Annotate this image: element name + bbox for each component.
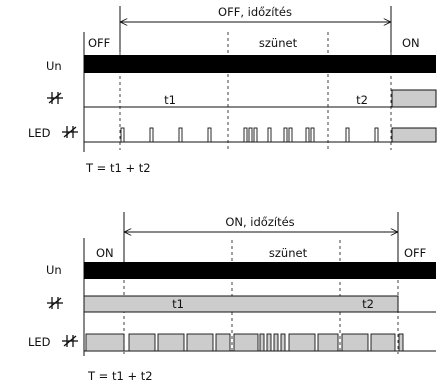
led-pulse [243, 127, 248, 143]
led-pulse [233, 333, 259, 352]
relay-contact-icon [61, 334, 79, 348]
led-pulses [120, 127, 379, 143]
led-pulse [259, 333, 265, 352]
relay-contact-icon [46, 296, 64, 310]
led-pulse [288, 333, 316, 352]
led-pulse [317, 333, 339, 352]
t1-label: t1 [164, 93, 176, 107]
diagram-off-timing: OFF, időzítés OFF szünet ON Un t1 t2 LED… [28, 5, 437, 175]
led-pulse [186, 333, 214, 352]
led-pulse [310, 127, 315, 143]
led-pulse [267, 127, 272, 143]
led-pulses [85, 333, 404, 352]
supply-bar [84, 55, 436, 73]
relay-contact-icon [61, 125, 79, 139]
diagram-on-timing: ON, időzítés ON szünet OFF Un t1 t2 LED … [28, 212, 436, 383]
span-label: OFF, időzítés [218, 5, 292, 19]
state-on-label: ON [402, 36, 420, 50]
led-pulse [345, 127, 350, 143]
row-un-label: Un [46, 263, 62, 277]
relay-on-bar [391, 89, 437, 108]
led-pulse [283, 127, 288, 143]
relay-on-bar [83, 295, 399, 313]
led-pulse [341, 333, 369, 352]
led-pulse [273, 333, 279, 352]
t2-label: t2 [356, 93, 368, 107]
row-led-label: LED [28, 126, 51, 140]
state-pause-label: szünet [269, 246, 308, 260]
led-pulse [374, 127, 379, 143]
row-un-label: Un [46, 59, 62, 73]
led-pulse [157, 333, 185, 352]
led-pulse [305, 127, 310, 143]
led-on-bar [391, 127, 437, 143]
led-pulse [178, 127, 183, 143]
led-pulse [266, 333, 272, 352]
led-pulse [128, 333, 156, 352]
led-pulse [149, 127, 154, 143]
t2-label: t2 [362, 297, 374, 311]
state-on-label: ON [96, 246, 114, 260]
led-pulse [85, 333, 125, 352]
led-pulse [370, 333, 396, 352]
led-pulse [120, 127, 125, 143]
led-pulse [207, 127, 212, 143]
led-pulse [280, 333, 286, 352]
state-off-label: OFF [404, 246, 426, 260]
led-pulse [288, 127, 293, 143]
state-off-label: OFF [88, 36, 110, 50]
formula: T = t1 + t2 [87, 369, 153, 383]
formula: T = t1 + t2 [85, 161, 151, 175]
span-label: ON, időzítés [225, 215, 294, 229]
row-led-label: LED [28, 335, 51, 349]
supply-bar [84, 262, 436, 279]
t1-label: t1 [172, 297, 184, 311]
relay-contact-icon [46, 91, 64, 105]
state-pause-label: szünet [259, 36, 298, 50]
led-pulse [253, 127, 258, 143]
led-pulse [215, 333, 231, 352]
led-pulse [398, 333, 404, 352]
led-pulse [248, 127, 253, 143]
